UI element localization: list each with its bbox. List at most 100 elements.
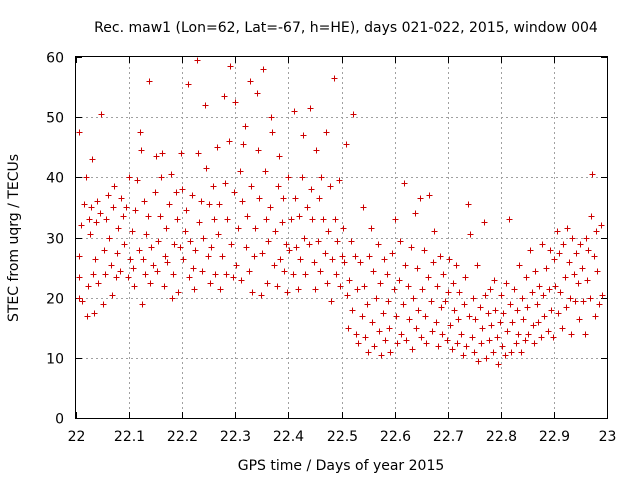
data-point (171, 241, 178, 248)
data-point (246, 268, 253, 275)
data-point (190, 265, 197, 272)
data-point (546, 286, 553, 293)
data-point (587, 295, 594, 302)
data-point (211, 216, 218, 223)
data-point (259, 250, 266, 257)
data-point (371, 343, 378, 350)
data-point (125, 274, 132, 281)
data-point (348, 238, 355, 245)
data-point (307, 105, 314, 112)
data-point (146, 78, 153, 85)
data-point (406, 316, 413, 323)
data-point (573, 250, 580, 257)
data-point (216, 201, 223, 208)
data-point (163, 225, 170, 232)
data-point (444, 337, 451, 344)
data-point (152, 189, 159, 196)
data-point (384, 271, 391, 278)
data-point (174, 216, 181, 223)
data-point (532, 268, 539, 275)
data-point (508, 349, 515, 356)
y-tick-label: 40 (46, 171, 64, 187)
data-point (199, 268, 206, 275)
data-point (536, 283, 543, 290)
data-point (285, 174, 292, 181)
data-point (164, 259, 171, 266)
x-tick-label: 22.7 (433, 429, 464, 445)
data-point (467, 231, 474, 238)
data-point (513, 340, 520, 347)
data-point (345, 325, 352, 332)
data-point (126, 174, 133, 181)
data-point (235, 225, 242, 232)
data-point (84, 313, 91, 320)
data-point (423, 340, 430, 347)
data-point (366, 253, 373, 260)
data-point (212, 271, 219, 278)
data-point (421, 247, 428, 254)
data-point (299, 174, 306, 181)
data-point (472, 316, 479, 323)
data-point (251, 253, 258, 260)
data-point (101, 247, 108, 254)
data-point (343, 141, 350, 148)
data-point (232, 99, 239, 106)
data-point (221, 93, 228, 100)
data-point (559, 325, 566, 332)
data-point (136, 247, 143, 254)
data-point (120, 213, 127, 220)
data-point (95, 280, 102, 287)
data-point (430, 259, 437, 266)
data-point (339, 253, 346, 260)
data-point (582, 331, 589, 338)
data-point (304, 204, 311, 211)
data-point (284, 289, 291, 296)
data-point (520, 316, 527, 323)
data-point (377, 280, 384, 287)
data-point (94, 198, 101, 205)
y-tick-label: 60 (46, 51, 64, 67)
data-point (228, 241, 235, 248)
data-point (271, 262, 278, 269)
data-point (437, 253, 444, 260)
data-point (121, 241, 128, 248)
data-point (485, 310, 492, 317)
data-point (79, 298, 86, 305)
data-point (320, 216, 327, 223)
data-point (202, 102, 209, 109)
data-point (408, 244, 415, 251)
data-point (398, 331, 405, 338)
y-tick-label: 50 (46, 111, 64, 127)
data-point (312, 286, 319, 293)
data-point (594, 268, 601, 275)
data-point (264, 280, 271, 287)
data-point (413, 325, 420, 332)
data-point (159, 150, 166, 157)
data-point (91, 310, 98, 317)
data-point (429, 328, 436, 335)
data-point (233, 262, 240, 269)
data-point (458, 331, 465, 338)
data-point (400, 301, 407, 308)
data-point (478, 340, 485, 347)
data-point (425, 274, 432, 281)
data-point (446, 256, 453, 263)
data-point (465, 201, 472, 208)
data-point (475, 358, 482, 365)
data-point (439, 331, 446, 338)
data-point (280, 195, 287, 202)
data-point (252, 225, 259, 232)
data-point (185, 81, 192, 88)
data-point (291, 108, 298, 115)
data-point (541, 313, 548, 320)
data-point (87, 231, 94, 238)
data-point (230, 274, 237, 281)
data-point (380, 310, 387, 317)
x-tick-label: 22.1 (114, 429, 145, 445)
data-point (110, 204, 117, 211)
data-point (442, 298, 449, 305)
data-point (392, 216, 399, 223)
data-point (445, 289, 452, 296)
data-point (362, 334, 369, 341)
data-point (89, 156, 96, 163)
